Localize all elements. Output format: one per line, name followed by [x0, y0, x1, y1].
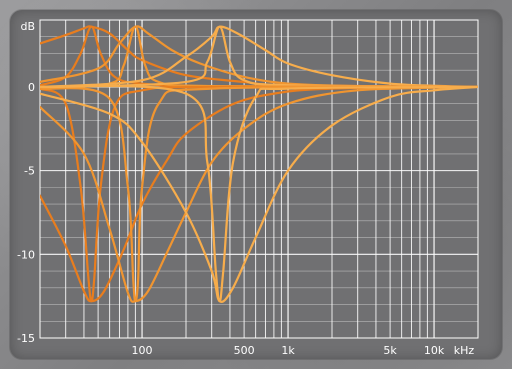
- eq-curve: [40, 25, 478, 89]
- eq-curve: [40, 25, 478, 89]
- x-tick-label: 5k: [383, 344, 397, 357]
- y-tick-label: -5: [24, 165, 35, 178]
- x-unit-label: kHz: [454, 344, 475, 357]
- eq-curve: [40, 25, 478, 89]
- y-unit-label: dB: [20, 20, 35, 33]
- x-tick-label: 1k: [281, 344, 295, 357]
- label-layer: 0 -5 -10 -15 dB 100 500 1k 5k 10k kHz: [17, 20, 474, 357]
- eq-curve: [40, 25, 478, 89]
- eq-curve: [40, 85, 478, 303]
- x-tick-label: 10k: [424, 344, 445, 357]
- x-tick-label: 100: [132, 344, 153, 357]
- x-tick-label: 500: [234, 344, 255, 357]
- eq-curve: [40, 85, 478, 303]
- eq-curve: [40, 84, 478, 303]
- y-tick-label: -15: [17, 332, 35, 345]
- eq-curve: [40, 25, 478, 89]
- y-tick-label: 0: [28, 81, 35, 94]
- curve-layer: [40, 25, 478, 303]
- eq-curve: [40, 85, 478, 303]
- grid-layer: [39, 19, 479, 339]
- eq-curve: [40, 85, 478, 303]
- y-tick-label: -10: [17, 248, 35, 261]
- eq-curve: [40, 85, 478, 303]
- eq-curve: [40, 25, 478, 89]
